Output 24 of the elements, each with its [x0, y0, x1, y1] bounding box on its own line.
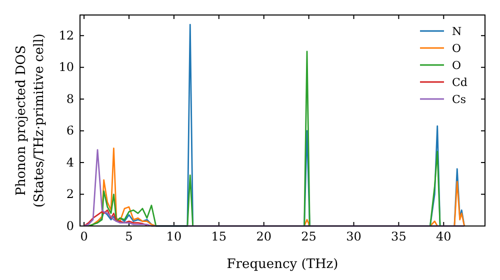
- x-tick-label: 40: [436, 230, 452, 244]
- y-tick-label: 6: [66, 124, 74, 138]
- y-tick-label: 12: [58, 28, 74, 42]
- line-series: [83, 209, 148, 227]
- legend-label: Cd: [452, 76, 468, 89]
- x-tick-label: 35: [391, 230, 406, 244]
- y-tick-label: 8: [66, 92, 74, 106]
- x-tick-label: 25: [301, 230, 316, 244]
- y-tick-label: 10: [58, 60, 74, 74]
- y-tick-label: 0: [66, 218, 74, 233]
- x-tick-label: 20: [256, 230, 272, 244]
- legend-label: N: [452, 25, 462, 38]
- legend-label: O: [452, 59, 462, 72]
- x-tick-label: 5: [125, 230, 133, 244]
- y-tick-label: 4: [66, 155, 74, 170]
- y-tick-label: 2: [66, 187, 74, 202]
- x-tick-label: 10: [166, 230, 182, 244]
- y-axis-title: Phonon projected DOS (States/THz·primitive cell): [14, 33, 47, 208]
- x-tick-label: 15: [211, 230, 227, 244]
- legend-label: O: [452, 42, 462, 55]
- x-tick-label: 0: [80, 230, 88, 244]
- legend-label: Cs: [452, 93, 466, 106]
- x-tick-label: 30: [346, 230, 362, 244]
- x-axis-title: Frequency (THz): [226, 257, 338, 272]
